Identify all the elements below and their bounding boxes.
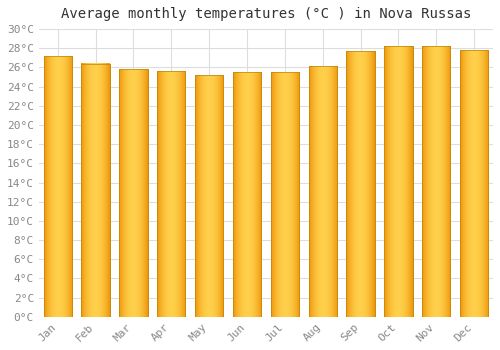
Bar [195, 75, 224, 317]
Title: Average monthly temperatures (°C ) in Nova Russas: Average monthly temperatures (°C ) in No… [60, 7, 471, 21]
Bar [82, 64, 110, 317]
Bar [346, 51, 375, 317]
Bar [195, 75, 224, 317]
Bar [157, 71, 186, 317]
Bar [119, 69, 148, 317]
Bar [44, 56, 72, 317]
Bar [82, 64, 110, 317]
Bar [308, 66, 337, 317]
Bar [308, 66, 337, 317]
Bar [460, 50, 488, 317]
Bar [44, 56, 72, 317]
Bar [270, 72, 299, 317]
Bar [384, 46, 412, 317]
Bar [119, 69, 148, 317]
Bar [233, 72, 261, 317]
Bar [460, 50, 488, 317]
Bar [270, 72, 299, 317]
Bar [384, 46, 412, 317]
Bar [346, 51, 375, 317]
Bar [422, 46, 450, 317]
Bar [422, 46, 450, 317]
Bar [233, 72, 261, 317]
Bar [157, 71, 186, 317]
